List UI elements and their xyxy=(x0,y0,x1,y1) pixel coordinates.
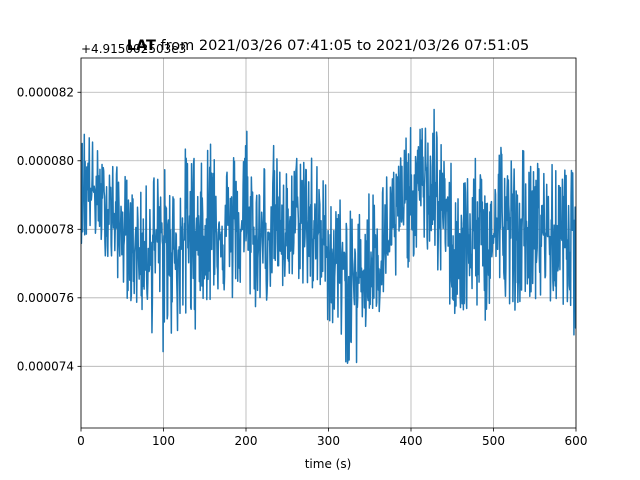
x-tick-label: 200 xyxy=(235,434,258,448)
x-tick-label: 600 xyxy=(565,434,588,448)
x-tick-label: 100 xyxy=(152,434,175,448)
x-axis: 0 100 200 300 400 500 600 xyxy=(77,428,587,448)
x-tick-label: 400 xyxy=(400,434,423,448)
y-offset-label: +4.915002503e3 xyxy=(81,42,186,56)
chart-title-variable: LAT xyxy=(127,38,156,54)
y-tick-label: 0.000082 xyxy=(17,86,74,100)
series-layer xyxy=(81,108,576,364)
lat-series-line xyxy=(81,108,576,364)
chart-title-range: from 2021/03/26 07:41:05 to 2021/03/26 0… xyxy=(156,38,529,54)
y-tick-label: 0.000074 xyxy=(17,360,74,374)
y-tick-label: 0.000080 xyxy=(17,154,74,168)
x-tick-label: 300 xyxy=(317,434,340,448)
y-tick-label: 0.000078 xyxy=(17,223,74,237)
x-tick-label: 500 xyxy=(482,434,505,448)
y-axis: 0.000074 0.000076 0.000078 0.000080 0.000082 xyxy=(17,86,81,374)
y-tick-label: 0.000076 xyxy=(17,291,74,305)
x-axis-label: time (s) xyxy=(305,457,352,471)
chart-title: LAT from 2021/03/26 07:41:05 to 2021/03/… xyxy=(127,38,530,54)
x-tick-label: 0 xyxy=(77,434,85,448)
